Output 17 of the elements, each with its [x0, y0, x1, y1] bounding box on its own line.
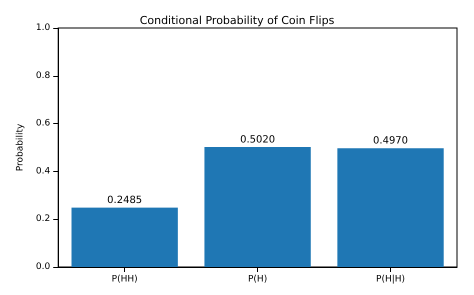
y-tick-label: 0.0 [36, 262, 50, 272]
data-label: 0.2485 [107, 195, 142, 206]
data-label: 0.4970 [373, 136, 408, 147]
x-tick-label: P(H) [248, 274, 268, 284]
x-tick-label: P(H|H) [376, 274, 406, 284]
x-tick-label: P(HH) [112, 274, 138, 284]
y-tick-label: 0.4 [36, 166, 50, 176]
y-tick-label: 1.0 [36, 23, 50, 33]
bar [72, 208, 178, 267]
y-tick-label: 0.8 [36, 70, 50, 81]
y-axis-title: Probability [16, 123, 26, 172]
chart-title: Conditional Probability of Coin Flips [140, 14, 335, 27]
bar [204, 147, 311, 267]
bar [337, 148, 444, 267]
data-label: 0.5020 [240, 134, 276, 146]
y-tick-label: 0.6 [36, 118, 50, 129]
y-tick-label: 0.2 [36, 214, 50, 224]
